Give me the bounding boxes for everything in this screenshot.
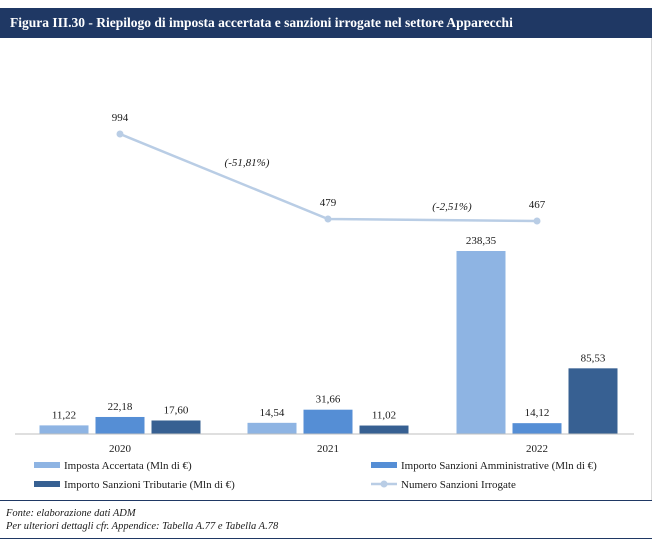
line-point-2 bbox=[533, 217, 541, 225]
chart: 11,22 14,54 238,35 22,18 31,66 14,12 17,60 11,0… bbox=[15, 112, 634, 491]
bar-s1-c1 bbox=[303, 409, 353, 434]
bar-s2-c0 bbox=[151, 420, 201, 434]
bar-s2-c1 bbox=[359, 425, 409, 434]
bar-s1-c2 bbox=[512, 423, 562, 434]
legend: Imposta Accertata (Mln di €) Importo Sanz… bbox=[34, 460, 597, 491]
bar-s1-c0 bbox=[95, 416, 145, 434]
x-tick-2022: 2022 bbox=[526, 443, 548, 455]
source-top-rule bbox=[0, 500, 652, 501]
legend-marker-3 bbox=[380, 480, 388, 488]
bars-layer: 11,22 14,54 238,35 22,18 31,66 14,12 17,60 11,0… bbox=[39, 235, 618, 434]
x-tick-labels: 2020 2021 2022 bbox=[109, 443, 548, 455]
source-line-1: Fonte: elaborazione dati ADM bbox=[6, 508, 136, 519]
bar-label-s0-c2: 238,35 bbox=[466, 235, 497, 247]
bar-label-s2-c2: 85,53 bbox=[581, 352, 606, 364]
bar-label-s1-c2: 14,12 bbox=[525, 407, 550, 419]
source-note: Fonte: elaborazione dati ADM Per ulterio… bbox=[6, 507, 278, 533]
line-point-0 bbox=[116, 130, 124, 138]
chart-frame: 11,22 14,54 238,35 22,18 31,66 14,12 17,60 11,0… bbox=[0, 38, 652, 500]
line-point-1 bbox=[324, 215, 332, 223]
legend-label-0: Imposta Accertata (Mln di €) bbox=[64, 460, 192, 472]
x-tick-2020: 2020 bbox=[109, 443, 132, 455]
line-label-2: 467 bbox=[529, 199, 546, 211]
bar-label-s1-c1: 31,66 bbox=[316, 394, 341, 406]
bar-label-s2-c1: 11,02 bbox=[372, 410, 396, 422]
bar-s2-c2 bbox=[568, 368, 618, 434]
bar-s0-c0 bbox=[39, 425, 89, 434]
bar-label-s1-c0: 22,18 bbox=[108, 401, 133, 413]
line-label-1: 479 bbox=[320, 197, 337, 209]
bar-label-s0-c1: 14,54 bbox=[260, 407, 285, 419]
bar-label-s0-c0: 11,22 bbox=[52, 409, 76, 421]
legend-label-3: Numero Sanzioni Irrogate bbox=[401, 479, 516, 491]
figure-title: Figura III.30 - Riepilogo di imposta acc… bbox=[0, 8, 652, 38]
legend-swatch-1 bbox=[371, 462, 397, 468]
change-label-1: (-2,51%) bbox=[432, 201, 472, 213]
line-layer: 994 479 467 (-51,81%) (-2,51%) bbox=[112, 112, 546, 225]
legend-swatch-2 bbox=[34, 481, 60, 487]
legend-label-1: Importo Sanzioni Amministrative (Mln di … bbox=[401, 460, 597, 472]
bar-s0-c1 bbox=[247, 422, 297, 434]
line-label-0: 994 bbox=[112, 112, 129, 124]
source-line-2: Per ulteriori dettagli cfr. Appendice: T… bbox=[6, 521, 279, 532]
x-tick-2021: 2021 bbox=[317, 443, 339, 455]
source-bottom-rule bbox=[0, 538, 652, 539]
change-label-0: (-51,81%) bbox=[225, 157, 270, 169]
legend-swatch-0 bbox=[34, 462, 60, 468]
bar-label-s2-c0: 17,60 bbox=[164, 404, 189, 416]
legend-label-2: Importo Sanzioni Tributarie (Mln di €) bbox=[64, 479, 235, 491]
bar-s0-c2 bbox=[456, 251, 506, 434]
